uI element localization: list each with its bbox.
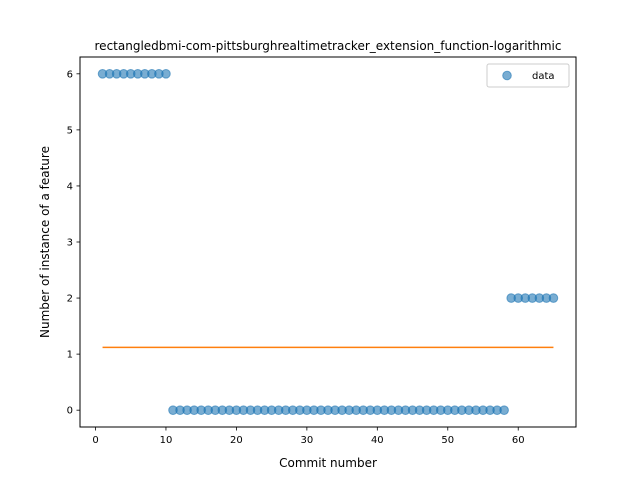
legend: data [486,63,570,88]
y-tick-label: 2 [67,294,73,305]
axes-frame [79,56,577,428]
y-tick-label: 6 [67,69,73,80]
x-tick-label: 0 [92,435,98,446]
x-tick-label: 20 [230,435,243,446]
y-axis-label: Number of instance of a feature [38,146,52,338]
x-axis-label: Commit number [279,456,377,470]
plot-points [97,69,559,415]
x-tick-label: 10 [160,435,173,446]
y-tick-label: 3 [67,238,73,249]
chart-title: rectangledbmi-com-pittsburghrealtimetrac… [95,39,562,53]
legend-marker-data [502,70,512,81]
x-tick-label: 60 [512,435,525,446]
y-tick-label: 4 [67,181,73,192]
legend-label-data: data [532,71,555,82]
y-tick-label: 1 [67,350,73,361]
data-point [161,69,171,79]
x-tick-label: 30 [300,435,313,446]
y-tick-label: 0 [67,406,73,417]
data-point [548,293,559,303]
x-tick-label: 50 [441,435,454,446]
y-axis-ticks: 0 1 2 3 4 5 6 [67,69,80,417]
y-tick-label: 5 [67,125,73,136]
x-axis-ticks: 0 10 20 30 40 50 60 [92,427,525,446]
x-tick-label: 40 [371,435,384,446]
legend-box [486,63,570,88]
data-point [499,405,509,415]
